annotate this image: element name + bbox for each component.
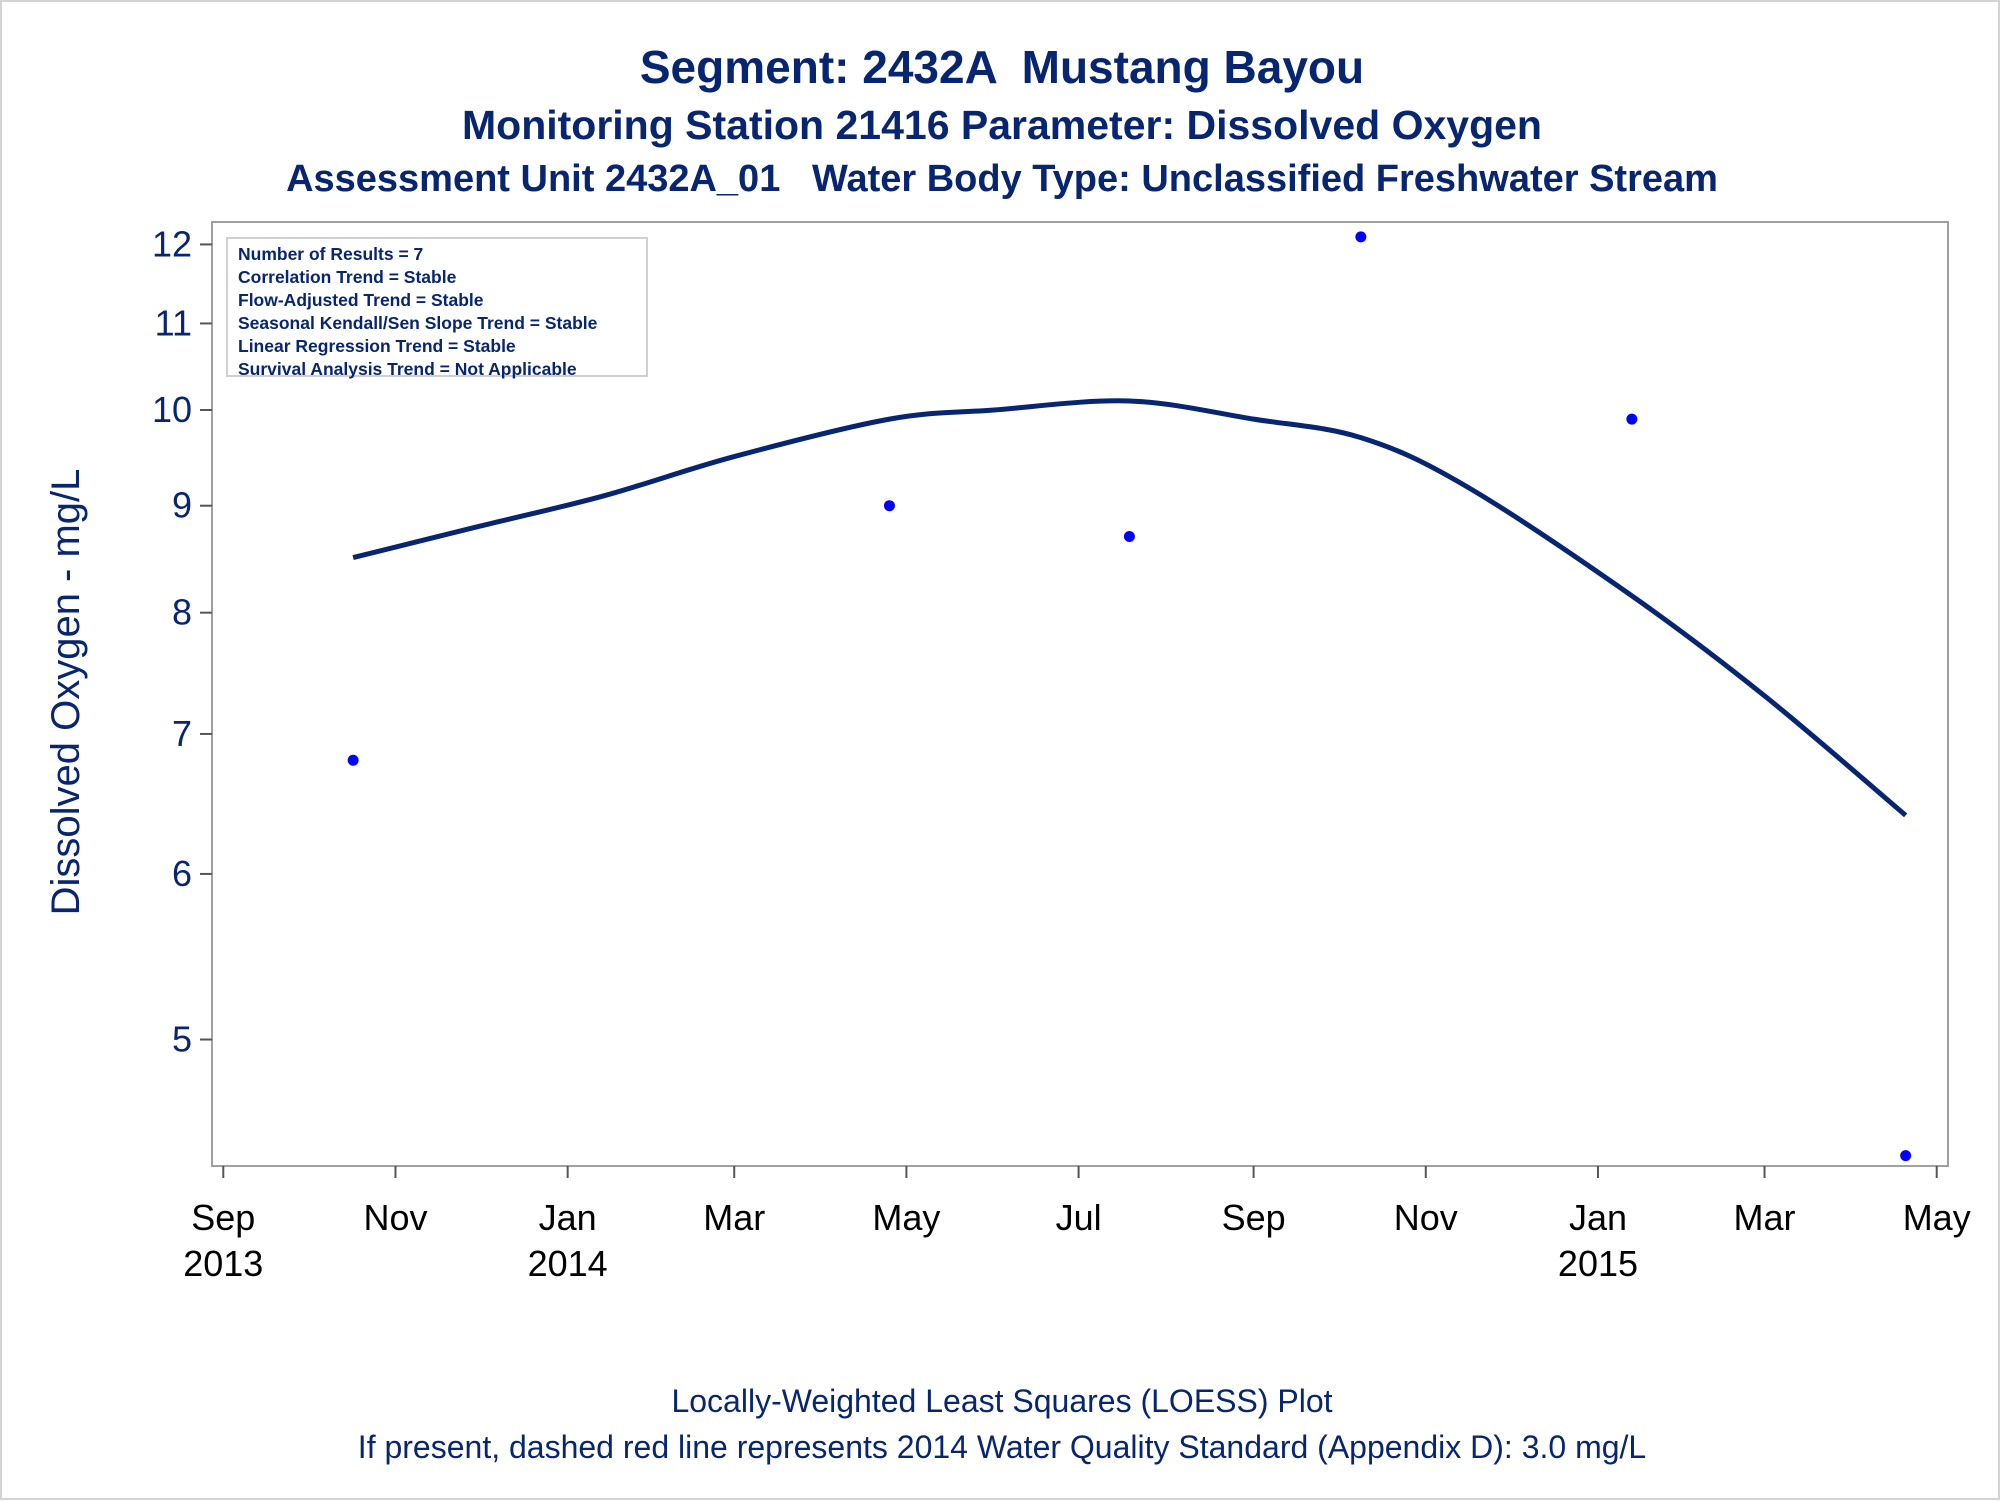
x-tick-year-label: 2013 xyxy=(183,1243,263,1284)
y-axis-label: Dissolved Oxygen - mg/L xyxy=(44,469,88,916)
x-tick-label: Mar xyxy=(1734,1197,1796,1238)
x-tick-label: Mar xyxy=(703,1197,765,1238)
y-tick-label: 10 xyxy=(152,389,192,430)
footnote-standard: If present, dashed red line represents 2… xyxy=(357,1429,1647,1465)
chart-title: Segment: 2432A Mustang Bayou xyxy=(639,41,1365,93)
y-tick-label: 8 xyxy=(172,592,192,633)
y-tick-label: 9 xyxy=(172,485,192,526)
stat-survival-analysis-trend: Survival Analysis Trend = Not Applicable xyxy=(238,359,577,379)
loess-line xyxy=(352,398,1908,818)
loess-series xyxy=(352,398,1908,818)
y-tick-label: 6 xyxy=(172,853,192,894)
y-tick-label: 7 xyxy=(172,713,192,754)
stat-correlation-trend: Correlation Trend = Stable xyxy=(238,267,457,287)
x-tick-label: Jan xyxy=(1569,1197,1627,1238)
data-point xyxy=(883,500,895,512)
y-tick-label: 12 xyxy=(152,223,192,264)
x-tick-year-label: 2015 xyxy=(1558,1243,1638,1284)
data-point xyxy=(1123,530,1135,542)
x-tick-label: Sep xyxy=(1222,1197,1286,1238)
stat-number-of-results: Number of Results = 7 xyxy=(238,244,424,264)
chart-subtitle-2: Assessment Unit 2432A_01 Water Body Type… xyxy=(286,158,1718,200)
x-tick-label: Jan xyxy=(539,1197,597,1238)
footnote-loess: Locally-Weighted Least Squares (LOESS) P… xyxy=(671,1383,1333,1419)
plot-frame xyxy=(211,221,1949,1167)
y-axis: 5 6 7 8 9 10 11 12 xyxy=(152,223,212,1060)
x-tick-label: Jul xyxy=(1056,1197,1102,1238)
data-point xyxy=(1626,413,1638,425)
x-tick-label: May xyxy=(1903,1197,1971,1238)
y-tick-label: 5 xyxy=(172,1019,192,1060)
trend-stats-box: Number of Results = 7 Correlation Trend … xyxy=(226,237,648,379)
x-tick-label: Sep xyxy=(191,1197,255,1238)
stat-linear-regression-trend: Linear Regression Trend = Stable xyxy=(238,336,516,356)
x-tick-label: May xyxy=(872,1197,940,1238)
data-point xyxy=(1355,231,1367,243)
stat-seasonal-kendall-trend: Seasonal Kendall/Sen Slope Trend = Stabl… xyxy=(238,313,598,333)
x-axis: Sep 2013 Nov Jan 2014 Mar May Jul Sep Nov Jan 2015 M… xyxy=(183,1166,1971,1284)
data-point xyxy=(1900,1150,1912,1162)
x-tick-label: Nov xyxy=(1394,1197,1458,1238)
chart-subtitle: Monitoring Station 21416 Parameter: Diss… xyxy=(462,102,1542,148)
stat-flow-adjusted-trend: Flow-Adjusted Trend = Stable xyxy=(238,290,484,310)
data-point xyxy=(347,754,359,766)
y-tick-label: 11 xyxy=(155,302,192,343)
x-tick-label: Nov xyxy=(363,1197,427,1238)
x-tick-year-label: 2014 xyxy=(528,1243,608,1284)
